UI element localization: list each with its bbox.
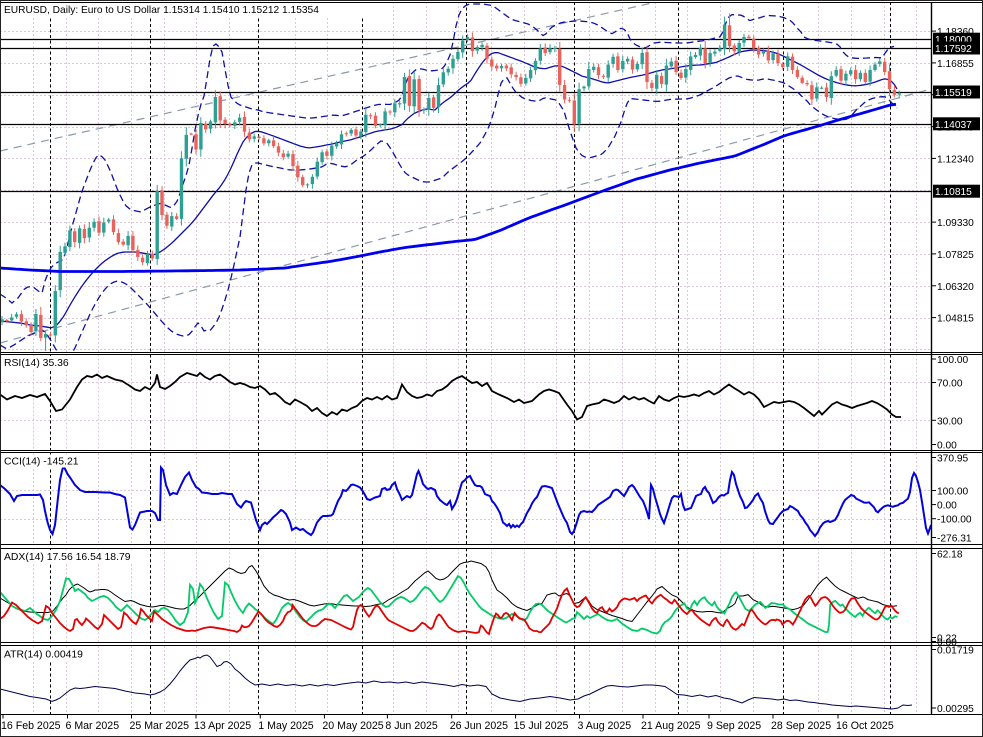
- svg-text:1 May 2025: 1 May 2025: [258, 720, 313, 732]
- svg-text:370.95: 370.95: [937, 454, 968, 465]
- svg-text:62.18: 62.18: [937, 550, 963, 561]
- svg-text:-100.00: -100.00: [937, 515, 972, 526]
- svg-text:1.12340: 1.12340: [937, 154, 974, 165]
- svg-text:25 Mar 2025: 25 Mar 2025: [130, 720, 190, 732]
- svg-text:0.00: 0.00: [937, 638, 957, 649]
- svg-text:1.16855: 1.16855: [937, 59, 974, 70]
- svg-text:21 Aug 2025: 21 Aug 2025: [641, 720, 701, 732]
- svg-text:1.10815: 1.10815: [935, 187, 972, 198]
- svg-text:1.09330: 1.09330: [937, 218, 974, 229]
- svg-text:15 Jul 2025: 15 Jul 2025: [514, 720, 569, 732]
- svg-text:6 Mar 2025: 6 Mar 2025: [66, 720, 120, 732]
- svg-text:8 Jun 2025: 8 Jun 2025: [385, 720, 438, 732]
- svg-text:16 Feb 2025: 16 Feb 2025: [1, 720, 61, 732]
- svg-text:1.14037: 1.14037: [935, 120, 972, 131]
- svg-text:0.00: 0.00: [937, 441, 957, 452]
- svg-text:ADX(14) 17.56 16.54 18.79: ADX(14) 17.56 16.54 18.79: [4, 552, 131, 563]
- svg-text:1.15519: 1.15519: [935, 88, 972, 99]
- svg-text:1.18360: 1.18360: [937, 27, 974, 38]
- svg-text:13 Apr 2025: 13 Apr 2025: [194, 720, 251, 732]
- svg-text:1.17592: 1.17592: [935, 44, 972, 55]
- svg-text:26 Jun 2025: 26 Jun 2025: [450, 720, 508, 732]
- svg-text:EURUSD, Daily: Euro to US Dol: EURUSD, Daily: Euro to US Dollar 1.15314…: [4, 5, 319, 16]
- svg-text:70.00: 70.00: [937, 379, 963, 390]
- svg-text:0.00: 0.00: [937, 501, 957, 512]
- svg-text:100.00: 100.00: [937, 355, 968, 366]
- svg-text:ATR(14) 0.00419: ATR(14) 0.00419: [4, 650, 83, 661]
- svg-text:0.00295: 0.00295: [937, 704, 974, 715]
- svg-text:1.04815: 1.04815: [937, 314, 974, 325]
- svg-text:20 May 2025: 20 May 2025: [322, 720, 383, 732]
- svg-text:16 Oct 2025: 16 Oct 2025: [836, 720, 894, 732]
- svg-text:1.06320: 1.06320: [937, 282, 974, 293]
- svg-text:RSI(14) 35.36: RSI(14) 35.36: [4, 358, 69, 369]
- svg-text:1.18000: 1.18000: [935, 35, 972, 46]
- svg-text:0.01719: 0.01719: [937, 646, 974, 657]
- svg-text:CCI(14) -145.21: CCI(14) -145.21: [4, 457, 79, 468]
- svg-text:28 Sep 2025: 28 Sep 2025: [771, 720, 831, 732]
- svg-text:100.00: 100.00: [937, 487, 968, 498]
- svg-text:9 Sep 2025: 9 Sep 2025: [707, 720, 761, 732]
- svg-text:3 Aug 2025: 3 Aug 2025: [578, 720, 632, 732]
- svg-text:0.22: 0.22: [937, 634, 957, 645]
- svg-text:30.00: 30.00: [937, 416, 963, 427]
- svg-text:-276.31: -276.31: [937, 534, 972, 545]
- svg-text:1.07825: 1.07825: [937, 250, 974, 261]
